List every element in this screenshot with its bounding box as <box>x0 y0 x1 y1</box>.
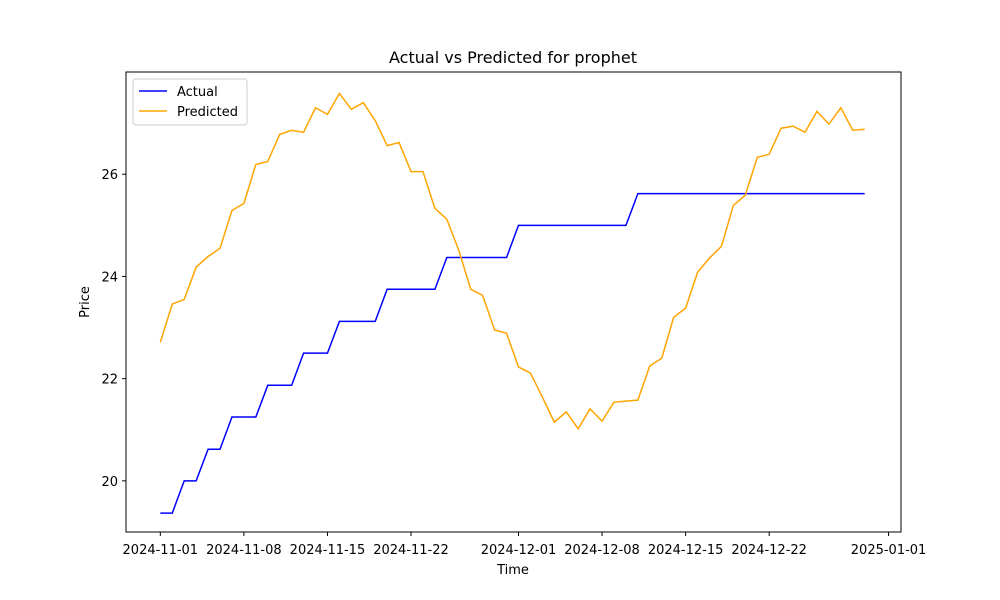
x-tick-label: 2024-11-08 <box>206 543 282 558</box>
series-line <box>160 192 865 514</box>
x-tick-label: 2025-01-01 <box>851 543 927 558</box>
x-tick-label: 2024-12-15 <box>648 543 724 558</box>
y-tick-label: 26 <box>101 168 118 183</box>
y-tick-label: 20 <box>101 475 118 490</box>
x-tick-label: 2024-11-01 <box>123 543 199 558</box>
x-tick-label: 2024-12-22 <box>731 543 807 558</box>
x-tick-label: 2024-12-01 <box>481 543 557 558</box>
chart-title: Actual vs Predicted for prophet <box>389 48 637 67</box>
legend-label: Predicted <box>177 105 238 120</box>
x-axis-label: Time <box>496 563 529 578</box>
y-tick-label: 22 <box>101 373 118 388</box>
legend-label: Actual <box>177 85 218 100</box>
y-axis-label: Price <box>78 286 93 318</box>
x-tick-label: 2024-12-08 <box>564 543 640 558</box>
y-tick-label: 24 <box>101 270 118 285</box>
plot-frame <box>125 71 902 533</box>
x-tick-label: 2024-11-15 <box>290 543 366 558</box>
x-tick-label: 2024-11-22 <box>373 543 449 558</box>
series-line <box>159 92 865 431</box>
